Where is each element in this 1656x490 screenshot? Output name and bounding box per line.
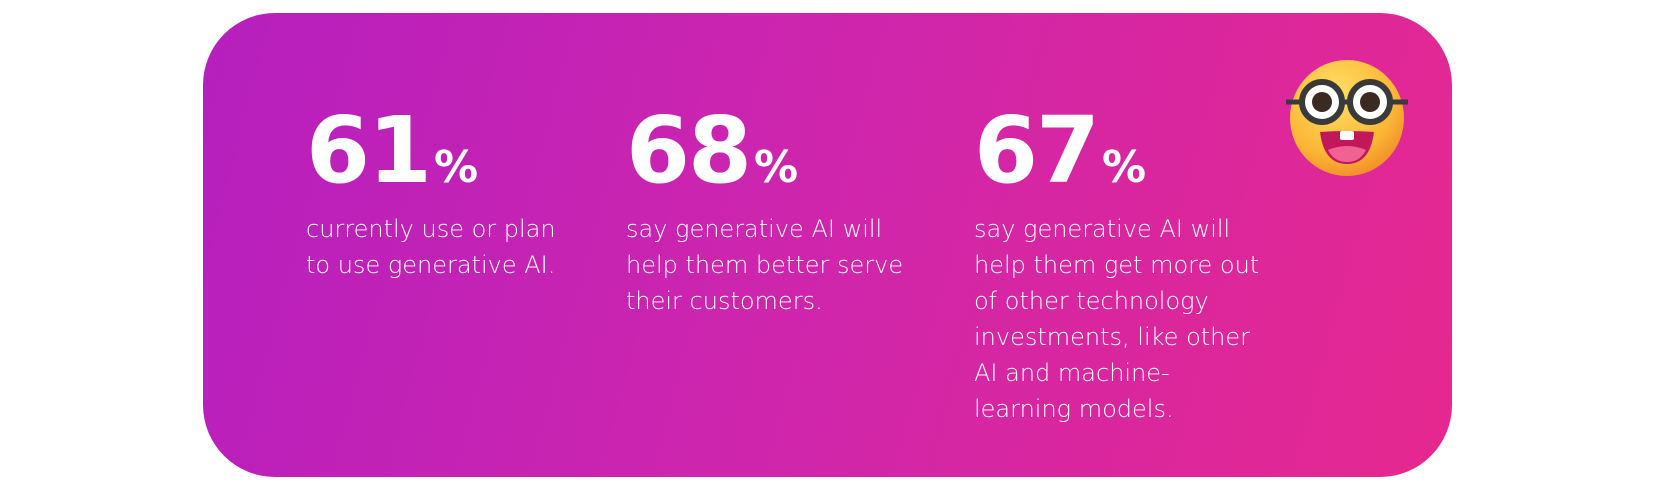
description-line: learning models.	[974, 395, 1174, 423]
stat-figure: 61%	[306, 101, 556, 201]
stat-value: 67	[974, 97, 1100, 204]
description-line: AI and machine-	[974, 359, 1170, 387]
stat-unit: %	[1102, 142, 1147, 193]
description-line: currently use or plan	[306, 215, 556, 243]
description-line: to use generative AI.	[306, 251, 556, 279]
description-line: say generative AI will	[626, 215, 883, 243]
description-line: of other technology	[974, 287, 1209, 315]
stat: 68% say generative AI will help them bette…	[626, 101, 903, 319]
stat-unit: %	[434, 142, 479, 193]
stat-unit: %	[754, 142, 799, 193]
nerd-emoji	[1286, 60, 1408, 176]
stats-card: 61% currently use or plan to use generativ…	[203, 13, 1452, 477]
stat-description: say generative AI will help them get more…	[974, 211, 1259, 427]
stat-figure: 68%	[626, 101, 903, 201]
description-line: help them better serve	[626, 251, 904, 279]
description-line: investments, like other	[974, 323, 1250, 351]
stat-figure: 67%	[974, 101, 1259, 201]
stat: 61% currently use or plan to use generativ…	[306, 101, 556, 283]
stat-description: currently use or plan to use generative A…	[306, 211, 556, 283]
stat-description: say generative AI will help them better s…	[626, 211, 903, 319]
description-line: say generative AI will	[974, 215, 1231, 243]
stat: 67% say generative AI will help them get m…	[974, 101, 1259, 427]
stat-value: 68	[626, 97, 752, 204]
description-line: help them get more out	[974, 251, 1260, 279]
stat-value: 61	[306, 97, 432, 204]
description-line: their customers.	[626, 287, 823, 315]
